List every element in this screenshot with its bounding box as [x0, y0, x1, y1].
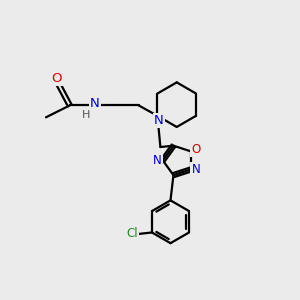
Text: N: N [90, 98, 100, 110]
Text: N: N [154, 114, 164, 127]
Text: N: N [153, 154, 162, 167]
Text: O: O [191, 143, 200, 156]
Text: O: O [51, 72, 62, 85]
Text: N: N [191, 163, 200, 176]
Text: H: H [82, 110, 90, 120]
Text: Cl: Cl [126, 227, 138, 241]
